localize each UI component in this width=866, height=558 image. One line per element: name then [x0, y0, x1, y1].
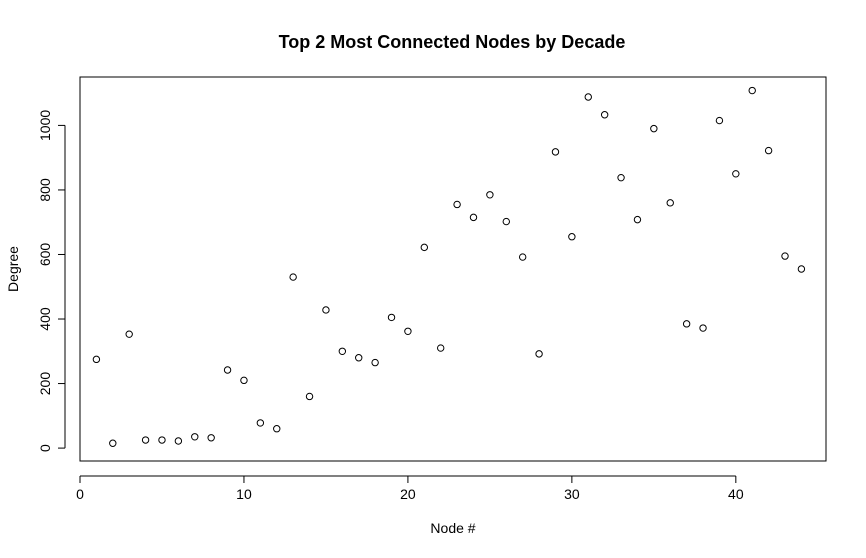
- data-point: [191, 433, 199, 441]
- x-tick-label: 0: [76, 486, 84, 502]
- data-point: [289, 273, 297, 281]
- data-point: [371, 358, 379, 367]
- y-axis: 0 200 400 600 800 1000: [37, 110, 66, 452]
- data-points: [92, 86, 806, 447]
- y-tick-label: 400: [37, 307, 53, 331]
- y-tick-label: 200: [37, 372, 53, 396]
- data-point: [305, 392, 314, 401]
- chart-title: Top 2 Most Connected Nodes by Decade: [279, 32, 626, 52]
- data-point: [617, 173, 625, 182]
- data-point: [518, 253, 527, 261]
- data-point: [732, 170, 740, 178]
- data-point: [273, 425, 281, 433]
- data-point: [682, 320, 691, 328]
- data-point: [338, 347, 347, 355]
- data-point: [469, 213, 478, 222]
- data-point: [174, 437, 183, 445]
- data-point: [568, 233, 576, 241]
- x-tick-label: 20: [400, 486, 416, 502]
- data-point: [322, 306, 330, 314]
- y-tick-label: 800: [37, 178, 53, 202]
- y-axis-label: Degree: [5, 246, 21, 292]
- data-point: [240, 376, 248, 385]
- plot-frame: [79, 76, 827, 462]
- y-tick-label: 1000: [37, 110, 53, 141]
- data-point: [125, 330, 133, 338]
- data-point: [781, 252, 789, 260]
- data-point: [633, 215, 642, 224]
- x-tick-label: 10: [236, 486, 252, 502]
- data-point: [666, 199, 674, 207]
- x-axis-label: Node #: [430, 520, 475, 536]
- data-point: [387, 313, 396, 322]
- x-tick-label: 40: [728, 486, 744, 502]
- data-point: [502, 217, 510, 226]
- data-point: [764, 146, 773, 155]
- data-point: [207, 434, 215, 442]
- data-point: [584, 93, 592, 101]
- data-point: [600, 111, 609, 119]
- data-point: [453, 200, 461, 209]
- x-axis: 0 10 20 30 40: [76, 475, 744, 502]
- data-point: [535, 350, 543, 358]
- data-point: [404, 327, 412, 335]
- data-point: [223, 366, 232, 374]
- y-tick-label: 0: [37, 444, 53, 452]
- data-point: [699, 324, 707, 332]
- data-point: [715, 116, 724, 125]
- data-point: [437, 344, 445, 352]
- x-tick-label: 30: [564, 486, 580, 502]
- data-point: [797, 265, 806, 273]
- data-point: [650, 124, 658, 133]
- y-tick-label: 600: [37, 243, 53, 267]
- data-point: [92, 355, 101, 364]
- data-point: [486, 191, 494, 199]
- data-point: [420, 243, 429, 252]
- data-point: [109, 439, 117, 447]
- data-point: [141, 436, 150, 444]
- data-point: [551, 148, 560, 156]
- data-point: [256, 419, 265, 427]
- data-point: [748, 86, 756, 95]
- data-point: [355, 354, 363, 362]
- data-point: [158, 436, 166, 444]
